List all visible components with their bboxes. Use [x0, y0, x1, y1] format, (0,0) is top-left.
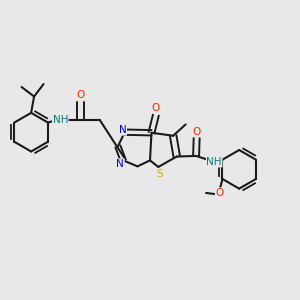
Text: O: O: [152, 103, 160, 113]
Text: N: N: [116, 159, 124, 169]
Text: S: S: [157, 169, 163, 179]
Text: NH: NH: [52, 115, 68, 125]
Text: O: O: [193, 127, 201, 136]
Text: N: N: [119, 125, 127, 135]
Text: NH: NH: [206, 157, 222, 167]
Text: O: O: [215, 188, 223, 198]
Text: O: O: [76, 90, 85, 100]
